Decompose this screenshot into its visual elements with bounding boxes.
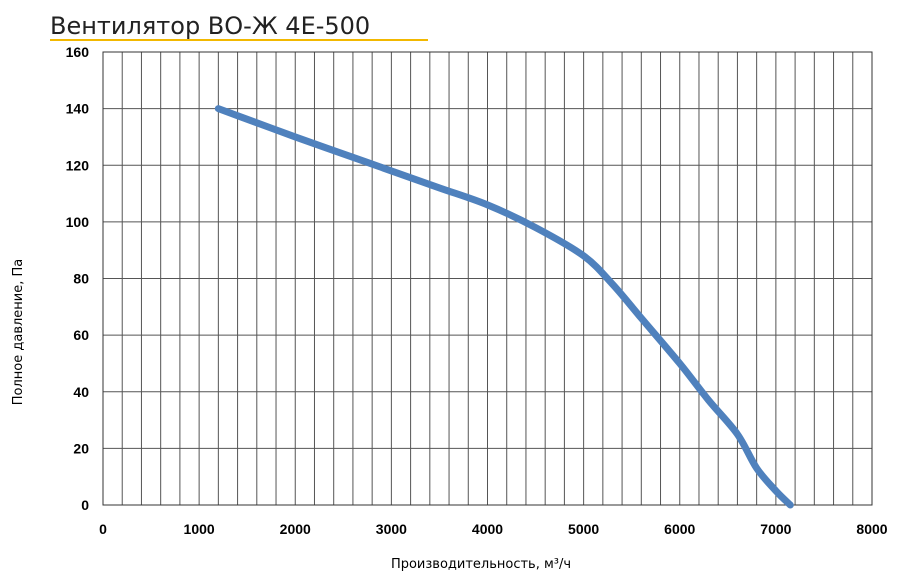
x-tick-label: 8000 xyxy=(856,521,887,537)
y-tick-label: 160 xyxy=(66,44,90,60)
x-axis-label: Производительность, м³/ч xyxy=(391,557,571,572)
y-tick-label: 20 xyxy=(73,440,89,456)
x-tick-label: 6000 xyxy=(664,521,695,537)
x-tick-label: 4000 xyxy=(472,521,503,537)
y-tick-label: 40 xyxy=(73,384,89,400)
x-tick-label: 7000 xyxy=(760,521,791,537)
y-tick-label: 140 xyxy=(66,101,90,117)
x-tick-label: 3000 xyxy=(376,521,407,537)
y-tick-label: 80 xyxy=(73,271,89,287)
x-tick-label: 2000 xyxy=(280,521,311,537)
y-tick-label: 120 xyxy=(66,157,90,173)
series xyxy=(214,105,794,509)
y-tick-label: 100 xyxy=(66,214,90,230)
plot-border xyxy=(102,51,873,506)
y-tick-label: 60 xyxy=(73,327,89,343)
y-axis-label: Полное давление, Па xyxy=(11,259,26,406)
y-tick-label: 0 xyxy=(81,497,89,513)
chart-title: Вентилятор ВО-Ж 4Е-500 xyxy=(50,12,370,40)
grid xyxy=(102,51,873,506)
x-tick-label: 0 xyxy=(99,521,107,537)
x-tick-label: 5000 xyxy=(568,521,599,537)
axes: 0 20 40 60 80 100 120 140 160 0 1000 2000 3000 4000 50… xyxy=(66,44,888,537)
series-line xyxy=(214,105,794,509)
x-tick-label: 1000 xyxy=(184,521,215,537)
